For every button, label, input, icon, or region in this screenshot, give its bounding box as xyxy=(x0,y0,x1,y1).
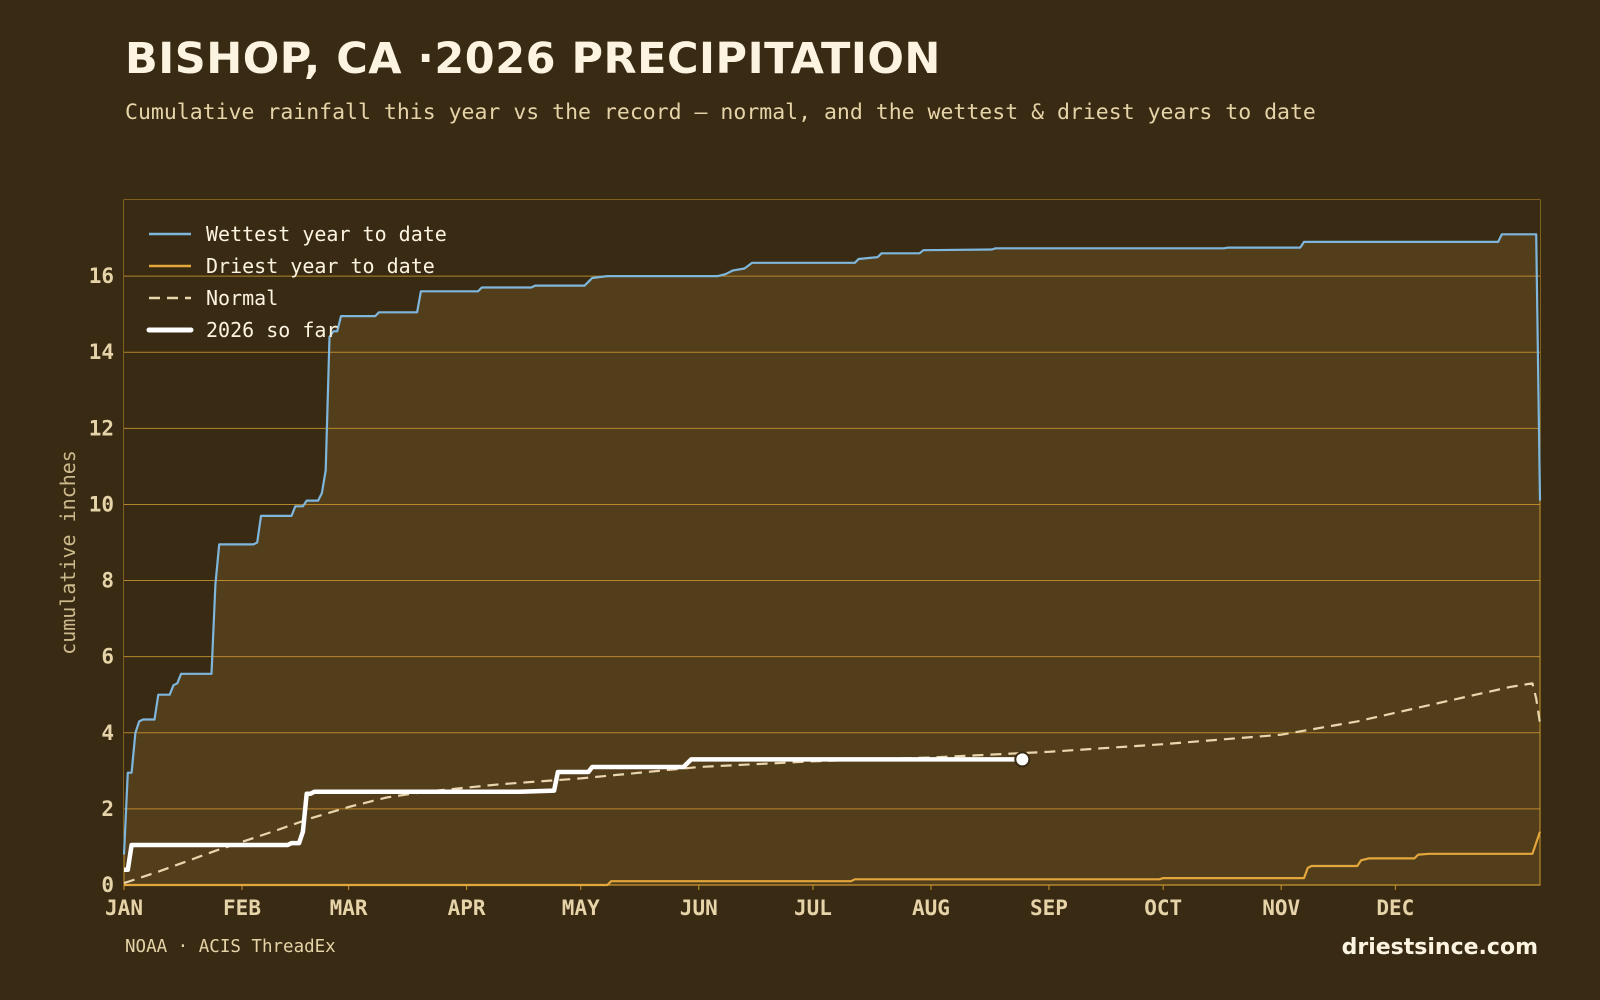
legend-label: Driest year to date xyxy=(206,254,435,278)
driest-year-line xyxy=(124,831,1542,887)
y-axis-label: cumulative inches xyxy=(56,450,80,655)
y-tick-label: 6 xyxy=(101,645,114,669)
x-tick-label: AUG xyxy=(912,896,950,920)
x-tick-label: MAR xyxy=(330,896,368,920)
y-tick-label: 14 xyxy=(89,340,114,364)
y-tick-label: 0 xyxy=(101,873,114,897)
legend-label: 2026 so far xyxy=(206,318,338,342)
x-tick-label: JUN xyxy=(680,896,718,920)
legend-item-current: 2026 so far xyxy=(146,318,338,342)
current-year-line xyxy=(124,757,1023,873)
brand-link[interactable]: driestsince.com xyxy=(1341,935,1538,960)
series-lines xyxy=(122,233,1542,887)
x-tick-label: MAY xyxy=(562,896,600,920)
data-source: NOAA · ACIS ThreadEx xyxy=(125,937,336,957)
current-value-marker[interactable] xyxy=(1014,751,1031,768)
x-axis: JAN FEB MAR APR MAY JUN JUL AUG SEP OCT NOV DEC xyxy=(105,885,1414,920)
chart-title: BISHOP, CA ·2026 PRECIPITATION xyxy=(125,34,941,84)
x-tick-label: FEB xyxy=(223,896,261,920)
grid-lines xyxy=(124,200,1540,886)
area-above-record xyxy=(124,200,1540,855)
y-tick-label: 16 xyxy=(89,264,114,288)
chart-subtitle: Cumulative rainfall this year vs the rec… xyxy=(125,100,1316,125)
x-tick-label: NOV xyxy=(1262,896,1300,920)
wettest-year-line xyxy=(122,233,1542,855)
x-tick-label: JAN xyxy=(105,896,143,920)
y-tick-label: 2 xyxy=(101,797,114,821)
legend-item-wettest: Wettest year to date xyxy=(149,222,447,246)
y-tick-label: 8 xyxy=(101,569,114,593)
y-tick-label: 4 xyxy=(101,721,114,745)
legend-label: Wettest year to date xyxy=(206,222,447,246)
x-tick-label: OCT xyxy=(1144,896,1182,920)
legend-item-normal: Normal xyxy=(149,286,278,310)
y-tick-label: 10 xyxy=(89,492,114,516)
x-tick-label: APR xyxy=(448,896,486,920)
y-axis: 0 2 4 6 8 10 12 14 16 xyxy=(89,264,114,897)
legend-label: Normal xyxy=(206,286,278,310)
x-tick-label: JUL xyxy=(794,896,832,920)
x-tick-label: SEP xyxy=(1030,896,1068,920)
x-tick-label: DEC xyxy=(1376,896,1414,920)
legend: Wettest year to date Driest year to date N… xyxy=(146,222,447,342)
y-tick-label: 12 xyxy=(89,416,114,440)
legend-item-driest: Driest year to date xyxy=(149,254,435,278)
